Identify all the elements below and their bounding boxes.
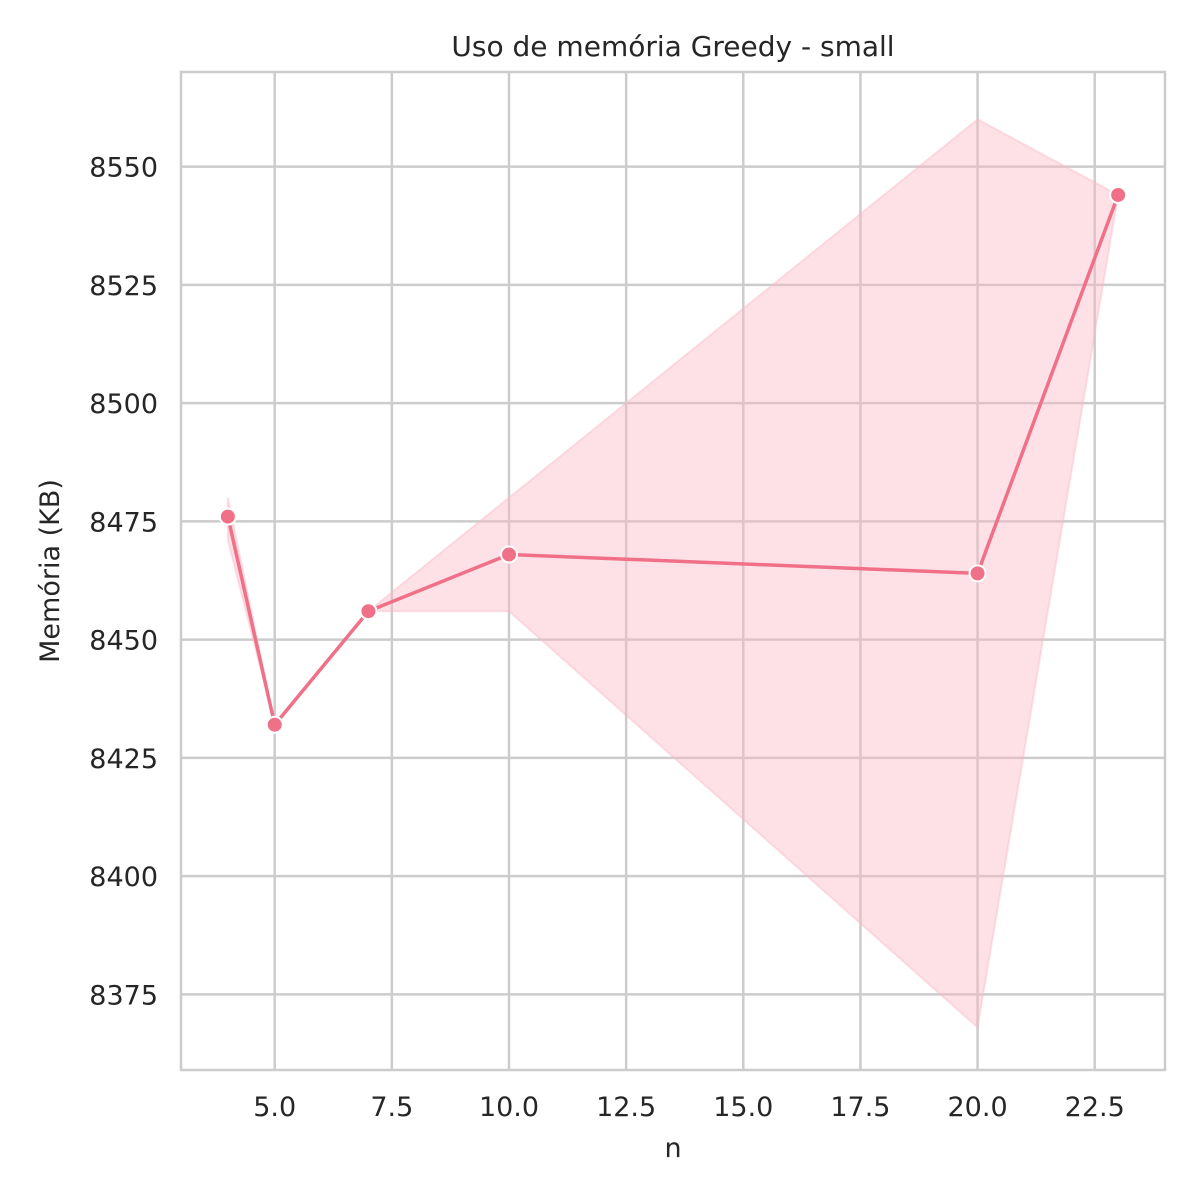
data-point	[359, 602, 378, 621]
plot-frame	[179, 70, 1167, 1072]
series-line	[226, 194, 1120, 727]
x-axis-label: n	[664, 1133, 681, 1164]
y-tick-label: 8400	[89, 862, 158, 893]
y-tick-labels: 8375 8400 8425 8450 8475 8500 8525 8550	[89, 153, 158, 1012]
x-tick-label: 20.0	[948, 1092, 1008, 1123]
y-axis-label: Memória (KB)	[35, 479, 66, 663]
x-tick-label: 5.0	[253, 1092, 296, 1123]
y-tick-label: 8500	[89, 389, 158, 420]
y-tick-label: 8525	[89, 271, 158, 302]
grid	[181, 72, 1165, 1070]
data-point	[968, 564, 987, 583]
chart-title: Uso de memória Greedy - small	[451, 30, 894, 63]
y-tick-label: 8475	[89, 507, 158, 538]
x-tick-label: 17.5	[830, 1092, 890, 1123]
x-tick-label: 12.5	[596, 1092, 656, 1123]
data-points	[218, 185, 1128, 734]
y-tick-label: 8375	[89, 980, 158, 1011]
y-tick-label: 8425	[89, 744, 158, 775]
x-tick-labels: 5.0 7.5 10.0 12.5 15.0 17.5 20.0 22.5	[253, 1092, 1125, 1123]
y-tick-label: 8450	[89, 626, 158, 657]
x-tick-label: 10.0	[479, 1092, 539, 1123]
x-tick-label: 15.0	[713, 1092, 773, 1123]
data-point	[500, 545, 518, 564]
x-tick-label: 7.5	[370, 1092, 413, 1123]
data-point	[265, 715, 284, 734]
y-tick-label: 8550	[89, 153, 158, 184]
data-point	[1109, 185, 1128, 204]
x-tick-label: 22.5	[1065, 1092, 1125, 1123]
data-point	[218, 507, 237, 526]
series-line-path	[226, 194, 1120, 727]
